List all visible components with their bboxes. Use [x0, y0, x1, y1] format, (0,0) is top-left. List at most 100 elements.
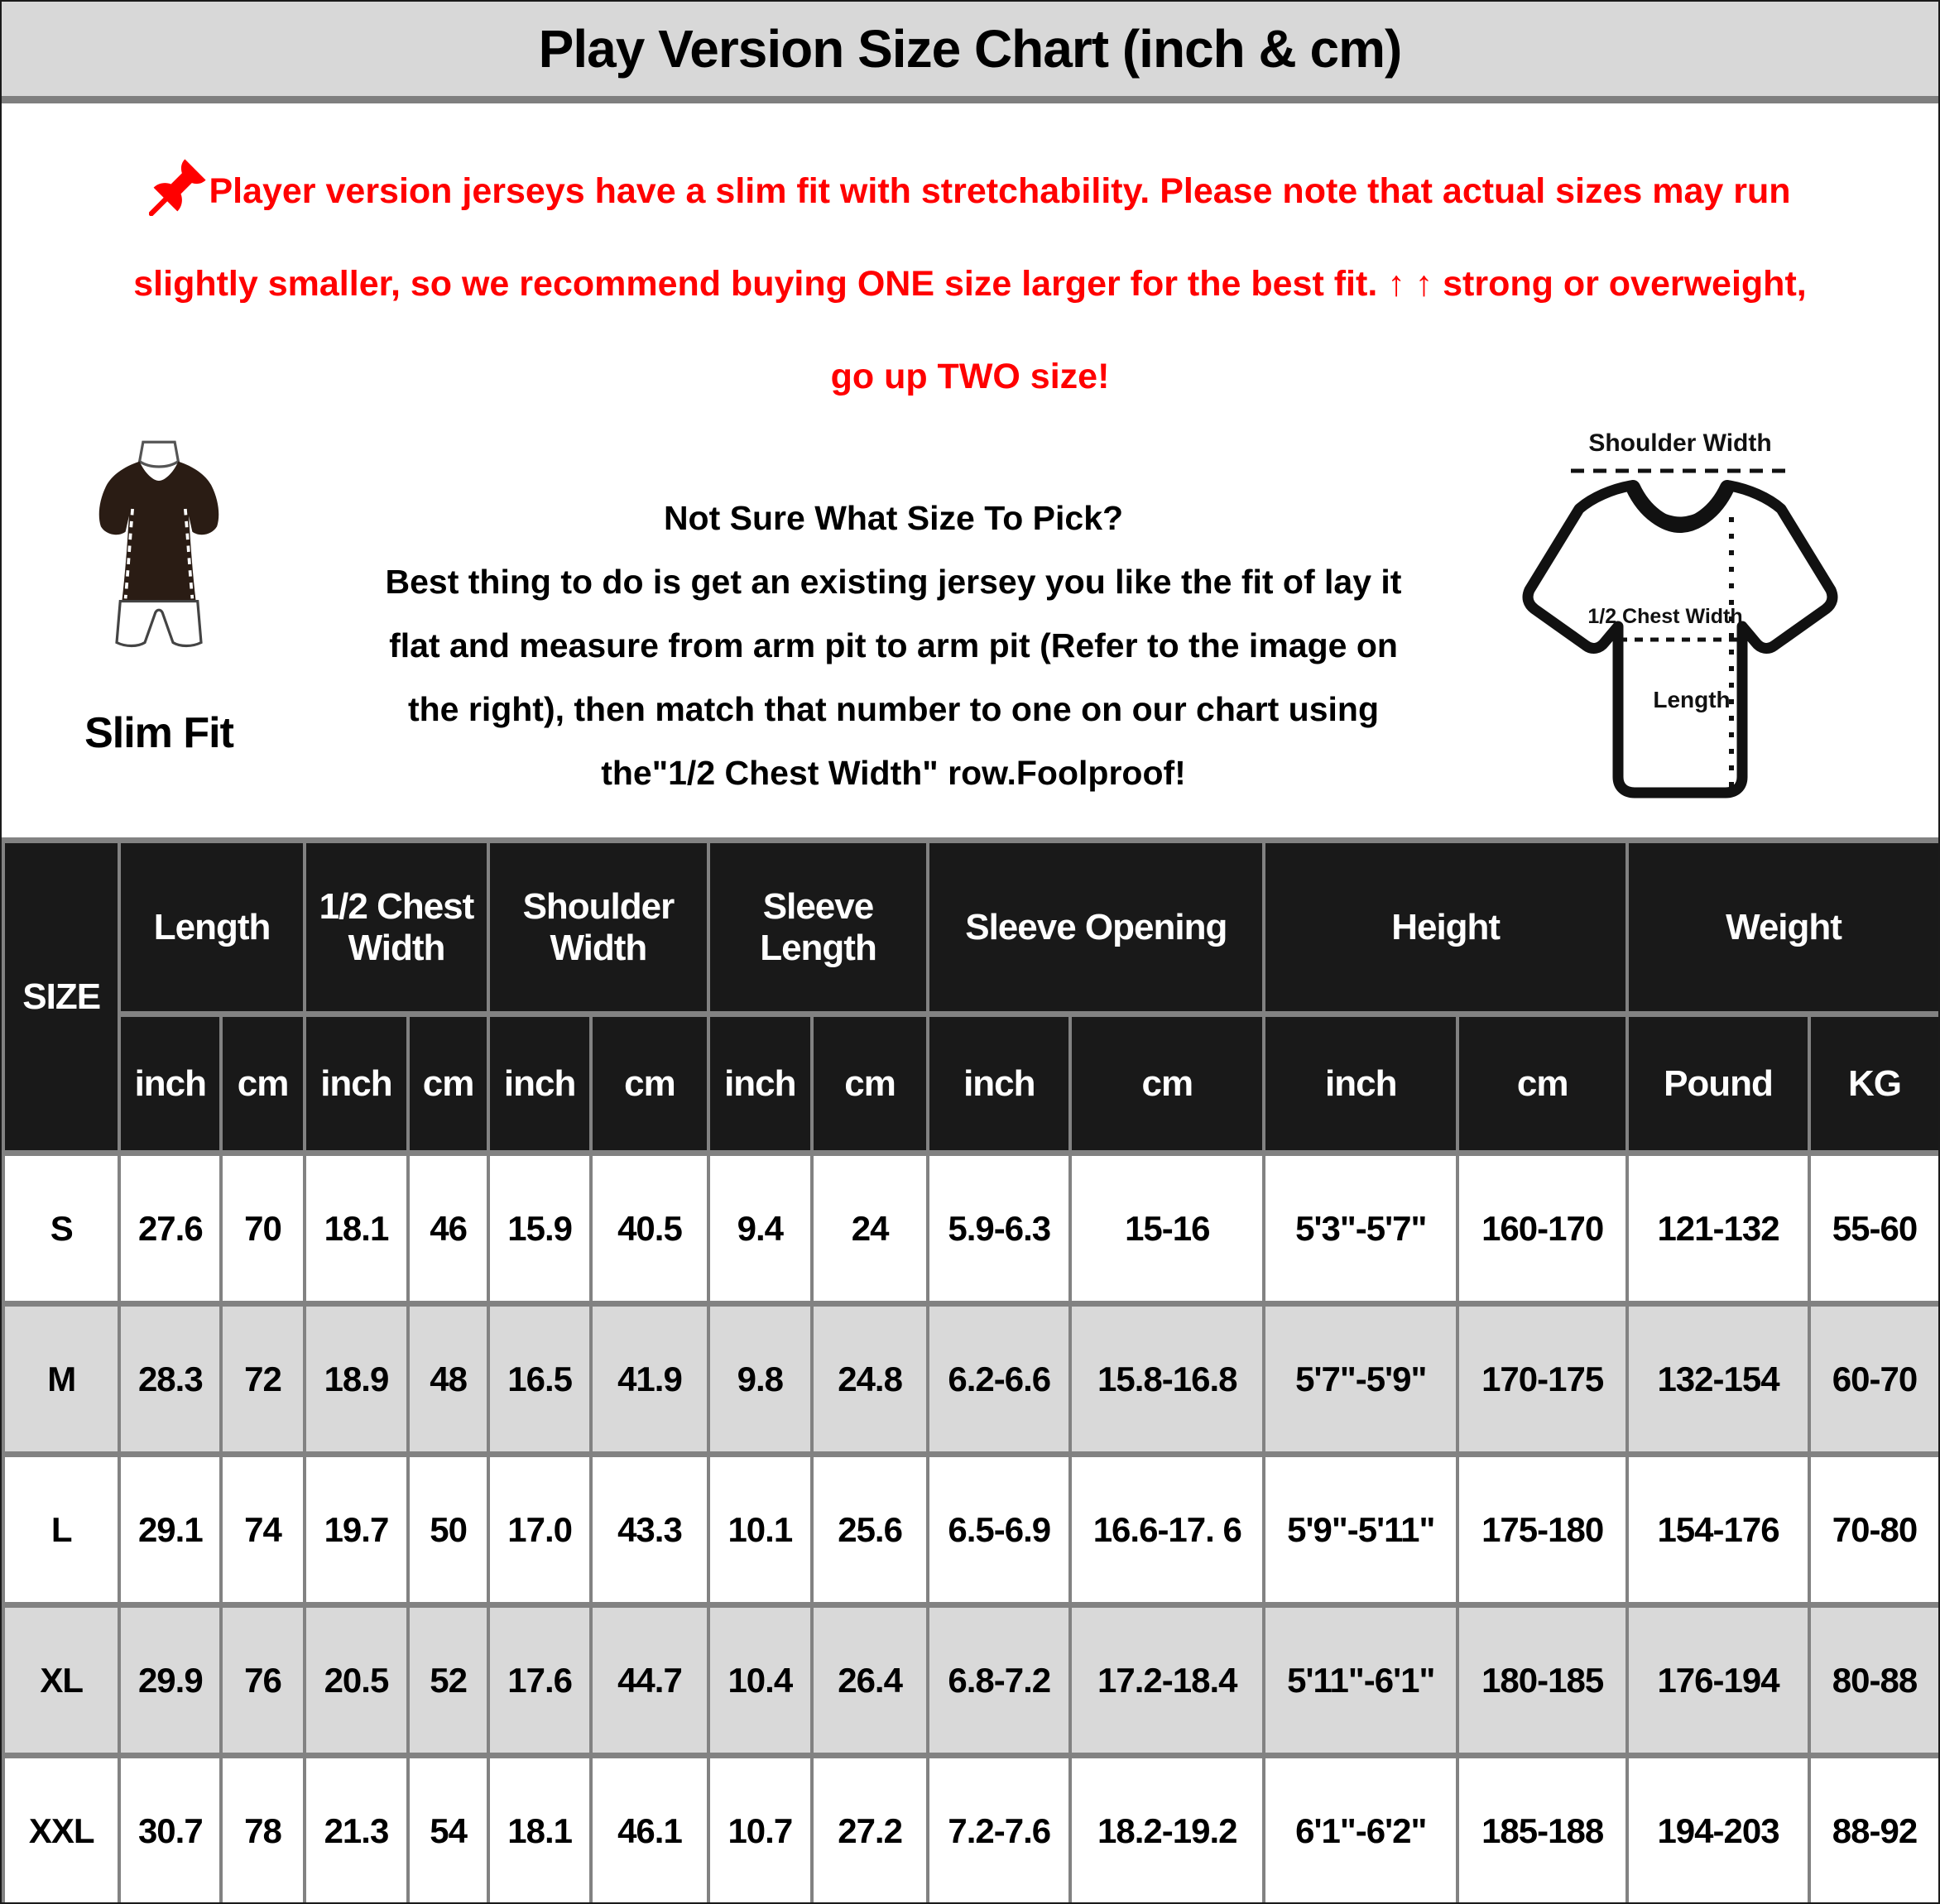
row-size-label: XL — [2, 1602, 122, 1758]
slim-fit-label: Slim Fit — [84, 709, 234, 757]
table-cell: 20.5 — [302, 1602, 411, 1758]
table-cell: 5'9"-5'11" — [1262, 1451, 1460, 1608]
table-cell: 40.5 — [589, 1150, 710, 1307]
table-cell: 6.2-6.6 — [926, 1301, 1073, 1457]
tshirt-measure-diagram-icon: Shoulder Width 1/2 Chest Width Length — [1522, 429, 1838, 799]
table-row: S 27.6 70 18.1 46 15.9 40.5 9.4 24 5.9-6… — [2, 1150, 1938, 1307]
slim-fit-figure: Slim Fit — [47, 439, 271, 758]
row-size-label: M — [2, 1301, 122, 1457]
notice-line-3: go up TWO size! — [2, 330, 1938, 423]
unit-cell: inch — [1262, 1011, 1460, 1156]
table-cell: 48 — [406, 1301, 491, 1457]
col-group-sleeve-length: Sleeve Length — [706, 837, 930, 1017]
table-cell: 88-92 — [1807, 1753, 1938, 1902]
notice-text-2: slightly smaller, so we recommend buying… — [133, 264, 1807, 304]
table-cell: 70-80 — [1807, 1451, 1938, 1608]
collar-line — [1625, 480, 1735, 534]
size-guide: Slim Fit Not Sure What Size To Pick? Bes… — [2, 415, 1938, 837]
table-cell: 30.7 — [118, 1753, 223, 1902]
table-cell: 15-16 — [1068, 1150, 1266, 1307]
table-cell: 18.1 — [487, 1753, 593, 1902]
row-size-label: S — [2, 1150, 122, 1307]
notice-text-1: Player version jerseys have a slim fit w… — [209, 171, 1791, 211]
table-row: XL 29.9 76 20.5 52 17.6 44.7 10.4 26.4 6… — [2, 1602, 1938, 1758]
unit-cell: cm — [809, 1011, 930, 1156]
col-header-size: SIZE — [2, 837, 122, 1156]
unit-cell: cm — [1068, 1011, 1266, 1156]
col-group-shoulder-width: Shoulder Width — [487, 837, 710, 1017]
table-cell: 185-188 — [1456, 1753, 1630, 1902]
table-cell: 46 — [406, 1150, 491, 1307]
table-cell: 176-194 — [1625, 1602, 1811, 1758]
size-table: SIZE Length 1/2 Chest Width Shoulder Wid… — [2, 837, 1938, 1902]
guide-line-4: the"1/2 Chest Width" row.Foolproof! — [601, 754, 1186, 792]
header-unit-row: inch cm inch cm inch cm inch cm inch cm … — [3, 1011, 1938, 1156]
table-cell: 121-132 — [1625, 1150, 1811, 1307]
table-cell: 43.3 — [589, 1451, 710, 1608]
table-cell: 160-170 — [1456, 1150, 1630, 1307]
table-cell: 74 — [219, 1451, 306, 1608]
table-cell: 24 — [809, 1150, 930, 1307]
table-cell: 10.1 — [706, 1451, 814, 1608]
notice-text-3: go up TWO size! — [830, 357, 1110, 396]
table-cell: 16.5 — [487, 1301, 593, 1457]
length-label: Length — [1653, 687, 1730, 712]
table-row: M 28.3 72 18.9 48 16.5 41.9 9.8 24.8 6.2… — [2, 1301, 1938, 1457]
guide-line-3: the right), then match that number to on… — [407, 690, 1380, 728]
table-cell: 9.4 — [706, 1150, 814, 1307]
guide-heading: Not Sure What Size To Pick? — [663, 499, 1124, 537]
table-cell: 7.2-7.6 — [926, 1753, 1073, 1902]
table-cell: 70 — [219, 1150, 306, 1307]
notice-line-2: slightly smaller, so we recommend buying… — [2, 237, 1938, 330]
row-size-label: L — [2, 1451, 122, 1608]
table-cell: 80-88 — [1807, 1602, 1938, 1758]
unit-cell: inch — [926, 1011, 1073, 1156]
table-cell: 17.0 — [487, 1451, 593, 1608]
table-cell: 6.5-6.9 — [926, 1451, 1073, 1608]
table-cell: 9.8 — [706, 1301, 814, 1457]
table-cell: 17.2-18.4 — [1068, 1602, 1266, 1758]
shoulder-width-label: Shoulder Width — [1588, 429, 1771, 457]
table-cell: 54 — [406, 1753, 491, 1902]
table-row: L 29.1 74 19.7 50 17.0 43.3 10.1 25.6 6.… — [2, 1451, 1938, 1608]
col-group-length: Length — [118, 837, 306, 1017]
table-cell: 15.8-16.8 — [1068, 1301, 1266, 1457]
table-cell: 19.7 — [302, 1451, 411, 1608]
unit-cell: inch — [706, 1011, 814, 1156]
table-cell: 17.6 — [487, 1602, 593, 1758]
table-cell: 52 — [406, 1602, 491, 1758]
table-cell: 18.1 — [302, 1150, 411, 1307]
unit-cell: cm — [589, 1011, 710, 1156]
row-size-label: XXL — [2, 1753, 122, 1902]
table-cell: 194-203 — [1625, 1753, 1811, 1902]
unit-cell: cm — [1456, 1011, 1630, 1156]
guide-line-2: flat and measure from arm pit to arm pit… — [389, 626, 1398, 664]
table-cell: 24.8 — [809, 1301, 930, 1457]
guide-line-1: Best thing to do is get an existing jers… — [385, 563, 1402, 601]
table-cell: 170-175 — [1456, 1301, 1630, 1457]
table-cell: 154-176 — [1625, 1451, 1811, 1608]
table-cell: 28.3 — [118, 1301, 223, 1457]
unit-cell: inch — [118, 1011, 223, 1156]
table-cell: 29.9 — [118, 1602, 223, 1758]
unit-cell: inch — [302, 1011, 411, 1156]
table-cell: 76 — [219, 1602, 306, 1758]
table-cell: 10.4 — [706, 1602, 814, 1758]
table-cell: 16.6-17. 6 — [1068, 1451, 1266, 1608]
table-cell: 29.1 — [118, 1451, 223, 1608]
table-cell: 44.7 — [589, 1602, 710, 1758]
table-cell: 6'1"-6'2" — [1262, 1753, 1460, 1902]
table-row: XXL 30.7 78 21.3 54 18.1 46.1 10.7 27.2 … — [2, 1753, 1938, 1902]
header-group-row: SIZE Length 1/2 Chest Width Shoulder Wid… — [2, 837, 1938, 1156]
unit-cell: cm — [406, 1011, 491, 1156]
table-cell: 60-70 — [1807, 1301, 1938, 1457]
table-cell: 5'11"-6'1" — [1262, 1602, 1460, 1758]
fit-notice: Player version jerseys have a slim fit w… — [2, 103, 1938, 423]
table-cell: 5'3"-5'7" — [1262, 1150, 1460, 1307]
half-chest-width-label: 1/2 Chest Width — [1587, 605, 1742, 628]
table-cell: 50 — [406, 1451, 491, 1608]
title-bar: Play Version Size Chart (inch & cm) — [2, 2, 1938, 103]
col-group-height: Height — [1262, 837, 1630, 1017]
notice-line-1: Player version jerseys have a slim fit w… — [2, 145, 1938, 237]
